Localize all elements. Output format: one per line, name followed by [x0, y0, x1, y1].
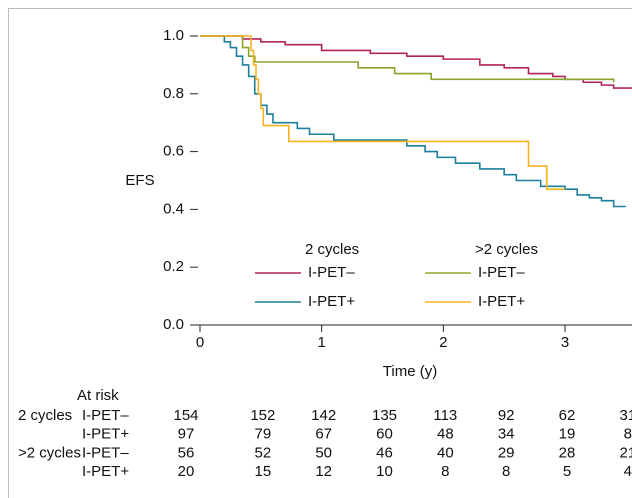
table-row-label: I-PET+	[82, 463, 129, 480]
at-risk-count: 52	[254, 444, 271, 461]
legend-label: I-PET–	[308, 264, 355, 281]
at-risk-count: 113	[433, 407, 457, 424]
at-risk-count: 40	[437, 444, 454, 461]
km-curve	[200, 35, 632, 89]
table-title: At risk	[77, 387, 119, 404]
at-risk-count: 154	[173, 407, 198, 424]
at-risk-count: 152	[250, 407, 275, 424]
at-risk-count: 79	[254, 426, 271, 443]
legend-label: I-PET–	[478, 264, 525, 281]
x-tick-label: 3	[561, 334, 569, 351]
y-tick-label: 0.0	[163, 316, 184, 333]
legend-label: I-PET+	[478, 293, 525, 310]
frame	[8, 8, 632, 498]
at-risk-count: 92	[498, 407, 515, 424]
at-risk-count: 67	[315, 426, 332, 443]
y-tick-label: 0.6	[163, 143, 184, 160]
table-row-label: I-PET–	[82, 444, 129, 461]
table-row-label: I-PET+	[82, 426, 129, 443]
at-risk-count: 28	[559, 444, 576, 461]
at-risk-count: 97	[178, 426, 195, 443]
y-tick-label: 0.4	[163, 200, 184, 217]
at-risk-count: 60	[376, 426, 393, 443]
at-risk-count: 21	[619, 444, 632, 461]
y-tick-label: 0.2	[163, 258, 184, 275]
at-risk-count: 48	[437, 426, 454, 443]
x-tick-label: 0	[196, 334, 204, 351]
table-row-label: I-PET–	[82, 407, 129, 424]
at-risk-count: 19	[559, 426, 576, 443]
km-curve	[200, 35, 626, 208]
at-risk-count: 31	[619, 407, 632, 424]
at-risk-count: 142	[311, 407, 336, 424]
at-risk-count: 20	[178, 463, 195, 480]
at-risk-count: 135	[372, 407, 397, 424]
table-group: 2 cycles	[18, 407, 72, 424]
legend-label: I-PET+	[308, 293, 355, 310]
at-risk-count: 10	[376, 463, 393, 480]
at-risk-count: 12	[315, 463, 332, 480]
at-risk-count: 34	[498, 426, 515, 443]
y-tick-label: 0.8	[163, 85, 184, 102]
legend-group-title: >2 cycles	[475, 241, 538, 258]
x-tick-label: 2	[439, 334, 447, 351]
at-risk-count: 29	[498, 444, 515, 461]
x-tick-label: 1	[317, 334, 325, 351]
at-risk-count: 62	[559, 407, 576, 424]
at-risk-count: 56	[178, 444, 195, 461]
y-tick-label: 1.0	[163, 27, 184, 44]
legend-group-title: 2 cycles	[305, 241, 359, 258]
at-risk-count: 5	[563, 463, 571, 480]
at-risk-count: 8	[624, 426, 632, 443]
table-group: >2 cycles	[18, 444, 81, 461]
at-risk-count: 4	[624, 463, 632, 480]
y-axis-label: EFS	[125, 172, 154, 189]
at-risk-count: 8	[502, 463, 510, 480]
km-curve	[200, 35, 565, 190]
at-risk-count: 8	[441, 463, 449, 480]
at-risk-count: 50	[315, 444, 332, 461]
x-axis-label: Time (y)	[383, 363, 437, 380]
km-curve	[200, 35, 615, 83]
at-risk-count: 15	[254, 463, 271, 480]
at-risk-count: 46	[376, 444, 393, 461]
